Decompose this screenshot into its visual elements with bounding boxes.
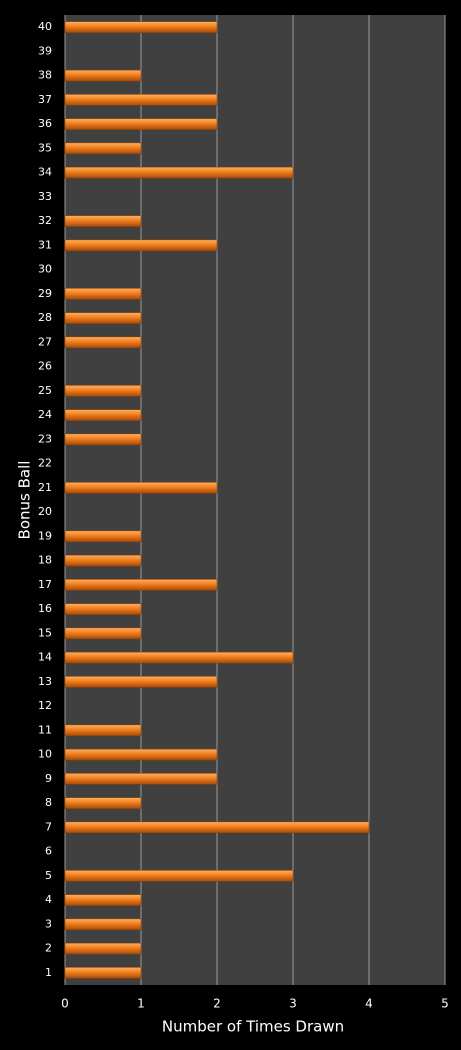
y-tick-label: 39 (38, 44, 52, 57)
bar (64, 530, 142, 543)
y-tick-label: 1 (45, 966, 52, 979)
plot-area (65, 15, 445, 985)
y-tick-label: 26 (38, 360, 52, 373)
y-tick-label: 34 (38, 166, 52, 179)
bar (64, 118, 218, 130)
bar (64, 21, 218, 33)
y-tick-label: 22 (38, 457, 52, 470)
x-tick-label: 5 (441, 997, 449, 1011)
bar (64, 215, 142, 227)
y-tick-label: 5 (45, 869, 52, 882)
y-axis-title: Bonus Ball (16, 461, 34, 540)
y-tick-label: 33 (38, 190, 52, 203)
y-tick-label: 19 (38, 529, 52, 542)
bar (64, 773, 218, 785)
bar (64, 409, 142, 421)
y-tick-label: 2 (45, 942, 52, 955)
y-tick-label: 18 (38, 554, 52, 567)
bar (64, 967, 142, 979)
bar (64, 554, 142, 567)
y-tick-label: 9 (45, 772, 52, 785)
y-tick-label: 4 (45, 893, 52, 906)
bar (64, 724, 142, 737)
x-tick-label: 4 (365, 997, 373, 1011)
y-tick-label: 21 (38, 481, 52, 494)
bar (64, 288, 142, 300)
bar (64, 942, 142, 955)
y-tick-label: 11 (38, 723, 52, 736)
y-tick-label: 31 (38, 238, 52, 251)
bar (64, 797, 142, 809)
y-tick-label: 25 (38, 384, 52, 397)
y-tick-label: 7 (45, 820, 52, 833)
y-tick-label: 17 (38, 578, 52, 591)
y-tick-label: 12 (38, 699, 52, 712)
y-tick-label: 13 (38, 675, 52, 688)
bar (64, 312, 142, 324)
y-tick-label: 8 (45, 796, 52, 809)
bar (64, 433, 142, 446)
y-tick-label: 10 (38, 748, 52, 761)
y-tick-label: 6 (45, 845, 52, 858)
y-tick-label: 23 (38, 432, 52, 445)
y-tick-label: 15 (38, 626, 52, 639)
bar (64, 239, 218, 252)
bar (64, 651, 294, 664)
bar (64, 870, 294, 882)
bar (64, 894, 142, 906)
x-axis-title: Number of Times Drawn (162, 1018, 344, 1036)
x-tick-label: 0 (61, 997, 69, 1011)
y-tick-label: 20 (38, 505, 52, 518)
y-tick-label: 30 (38, 263, 52, 276)
bar (64, 94, 218, 106)
bar (64, 69, 142, 82)
y-tick-label: 14 (38, 651, 52, 664)
y-tick-label: 32 (38, 214, 52, 227)
bar (64, 336, 142, 349)
y-tick-label: 38 (38, 69, 52, 82)
bar (64, 166, 294, 179)
bar (64, 821, 370, 834)
bar (64, 579, 218, 591)
y-tick-label: 27 (38, 335, 52, 348)
bar (64, 385, 142, 397)
y-tick-label: 28 (38, 311, 52, 324)
bar (64, 482, 218, 494)
y-tick-label: 40 (38, 20, 52, 33)
bar (64, 918, 142, 931)
bar (64, 676, 218, 688)
y-tick-label: 37 (38, 93, 52, 106)
y-tick-label: 16 (38, 602, 52, 615)
x-tick-label: 3 (289, 997, 297, 1011)
bar (64, 603, 142, 615)
y-tick-label: 24 (38, 408, 52, 421)
bar (64, 142, 142, 155)
bar (64, 748, 218, 761)
y-tick-label: 36 (38, 117, 52, 130)
bar (64, 627, 142, 640)
x-tick-label: 1 (137, 997, 145, 1011)
y-tick-label: 3 (45, 917, 52, 930)
y-tick-label: 35 (38, 141, 52, 154)
y-tick-label: 29 (38, 287, 52, 300)
x-tick-label: 2 (213, 997, 221, 1011)
